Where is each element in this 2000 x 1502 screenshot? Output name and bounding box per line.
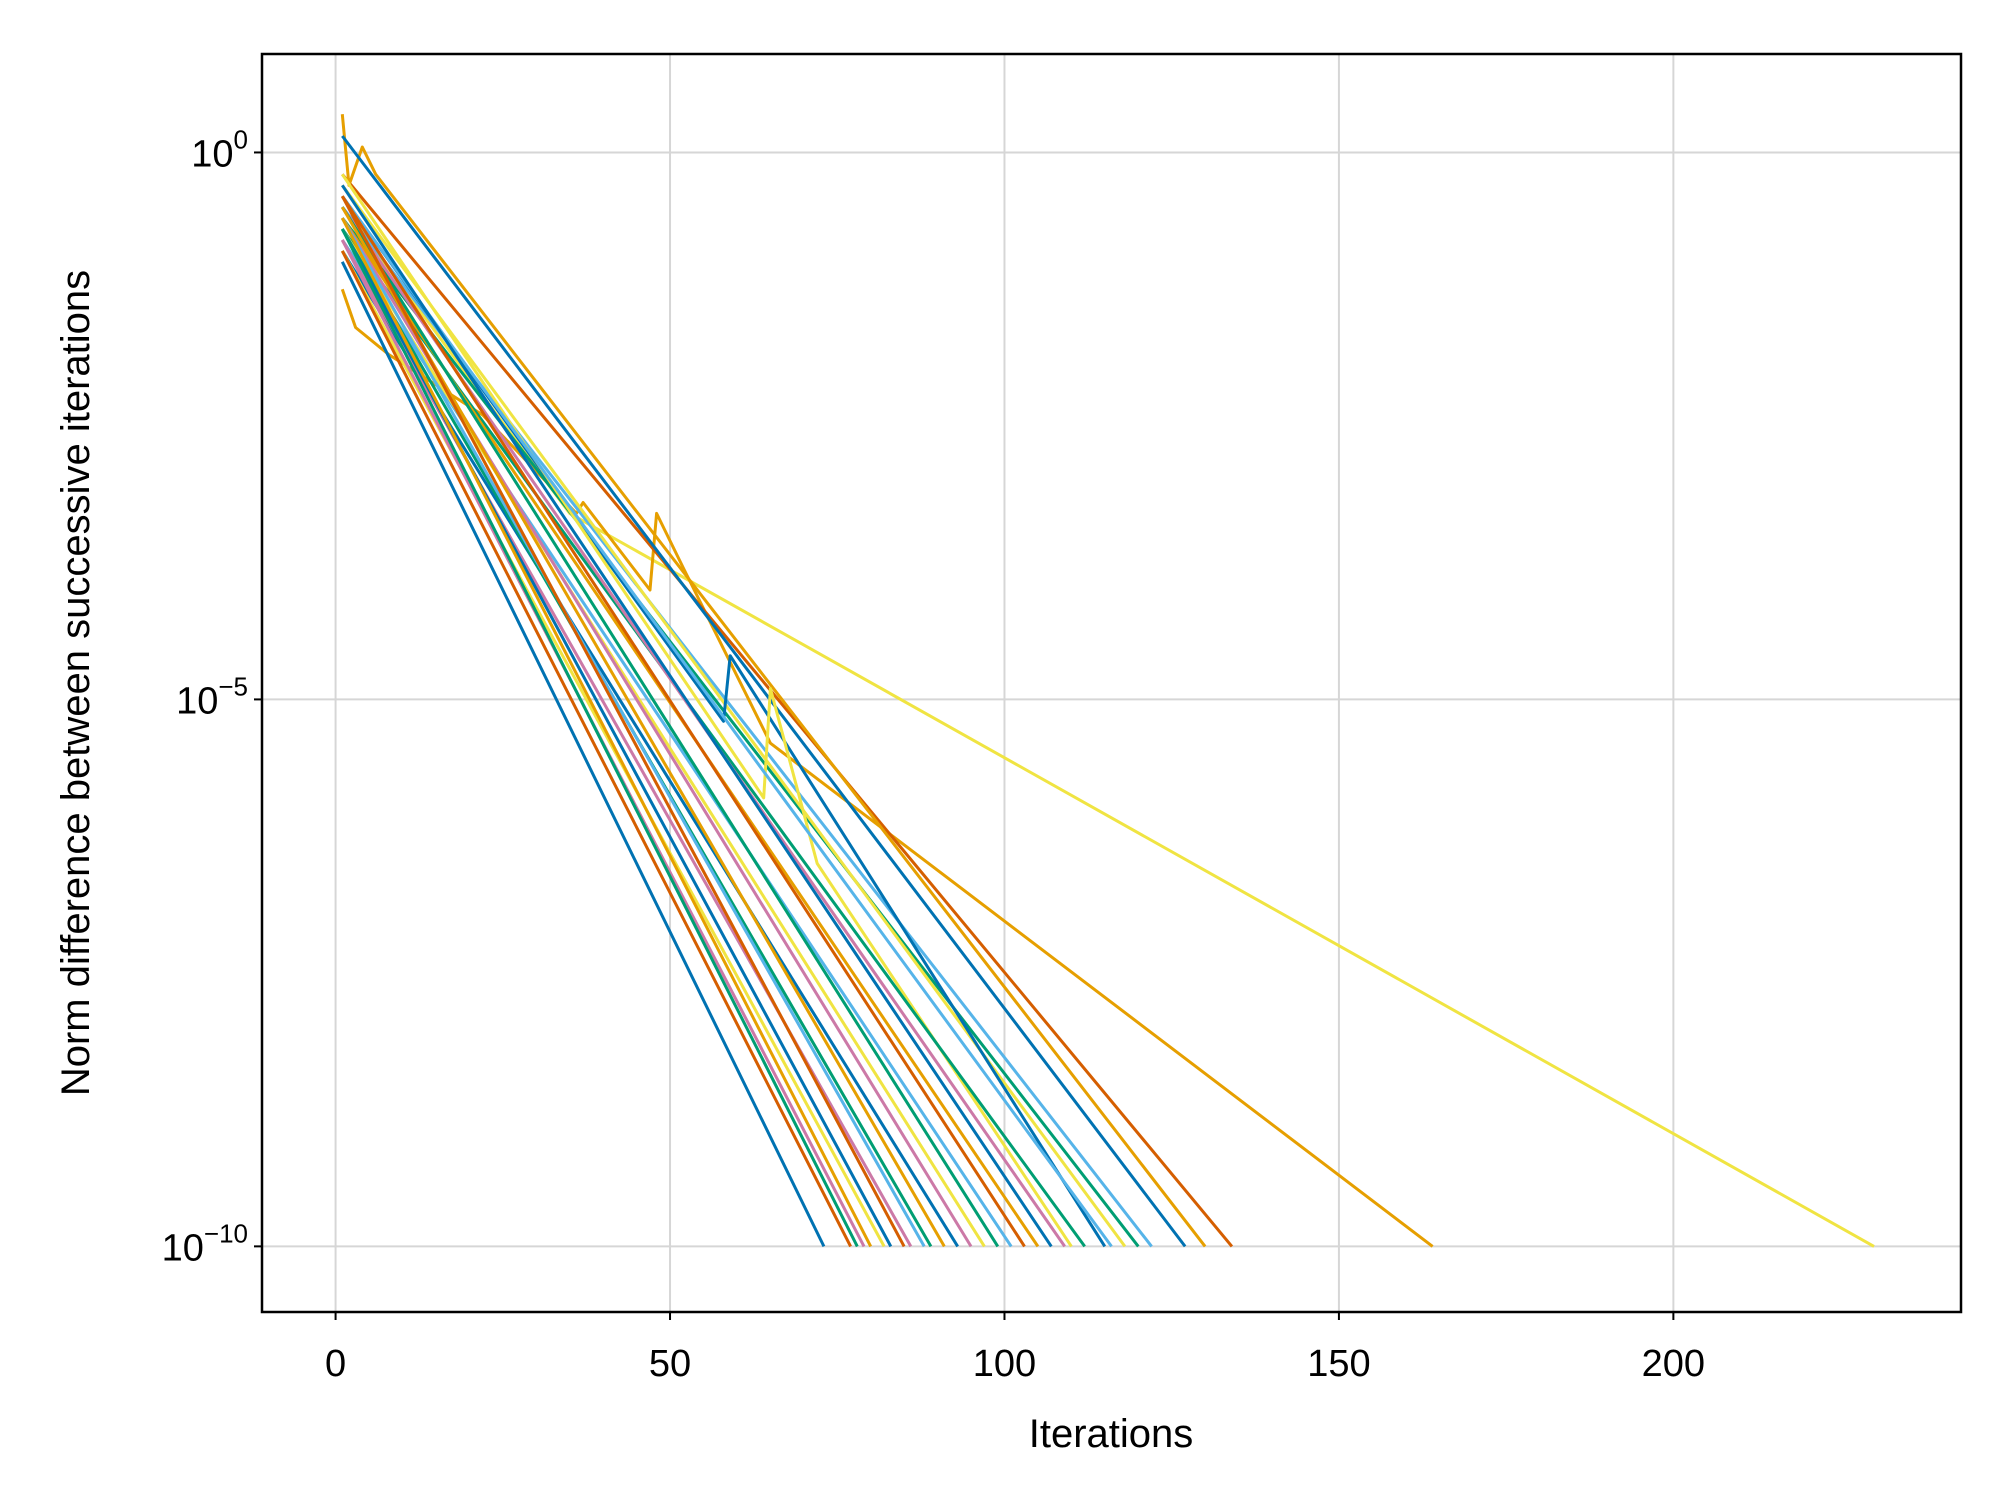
series-line-5 <box>341 135 1187 1248</box>
series-line-32 <box>340 250 852 1248</box>
y-tick-base: 10 <box>162 1227 204 1269</box>
y-tick-exponent: 0 <box>234 124 248 154</box>
plot-frame <box>260 52 1963 1314</box>
series-line-24 <box>340 217 926 1248</box>
series-line-10 <box>341 173 1073 1248</box>
series-line-8 <box>341 184 1127 1248</box>
x-axis-ticks: 0 50 100 150 200 <box>325 1312 1705 1385</box>
y-tick-label: 10−5 <box>176 671 248 722</box>
series-line-26 <box>340 195 906 1248</box>
y-tick-label: 100 <box>191 124 248 175</box>
y-tick-exponent: −10 <box>204 1218 248 1248</box>
y-tick-base: 10 <box>191 133 233 175</box>
series-line-14 <box>341 184 1053 1248</box>
series-line-16 <box>341 195 1026 1248</box>
x-axis-label: Iterations <box>1029 1412 1194 1456</box>
series-line-33 <box>340 261 826 1248</box>
x-tick-label: 0 <box>325 1343 346 1385</box>
x-tick-label: 50 <box>649 1343 691 1385</box>
y-tick-exponent: −5 <box>218 671 248 701</box>
y-axis-label: Norm difference between successive itera… <box>54 270 98 1096</box>
series-line-2 <box>340 288 1434 1248</box>
series-line-7 <box>341 217 1140 1248</box>
series-line-4 <box>340 114 1207 1248</box>
x-tick-label: 200 <box>1642 1343 1705 1385</box>
series-line-22 <box>341 206 946 1248</box>
series-lines <box>340 114 1875 1248</box>
series-line-3 <box>341 173 1234 1248</box>
series-line-11 <box>341 195 1113 1248</box>
grid-lines <box>262 54 1961 1312</box>
x-tick-label: 100 <box>973 1343 1036 1385</box>
series-line-18 <box>341 206 1000 1248</box>
series-line-31 <box>340 228 859 1248</box>
y-tick-base: 10 <box>176 680 218 722</box>
x-tick-label: 150 <box>1307 1343 1370 1385</box>
y-tick-label: 10−10 <box>162 1218 248 1269</box>
series-line-29 <box>340 217 873 1248</box>
